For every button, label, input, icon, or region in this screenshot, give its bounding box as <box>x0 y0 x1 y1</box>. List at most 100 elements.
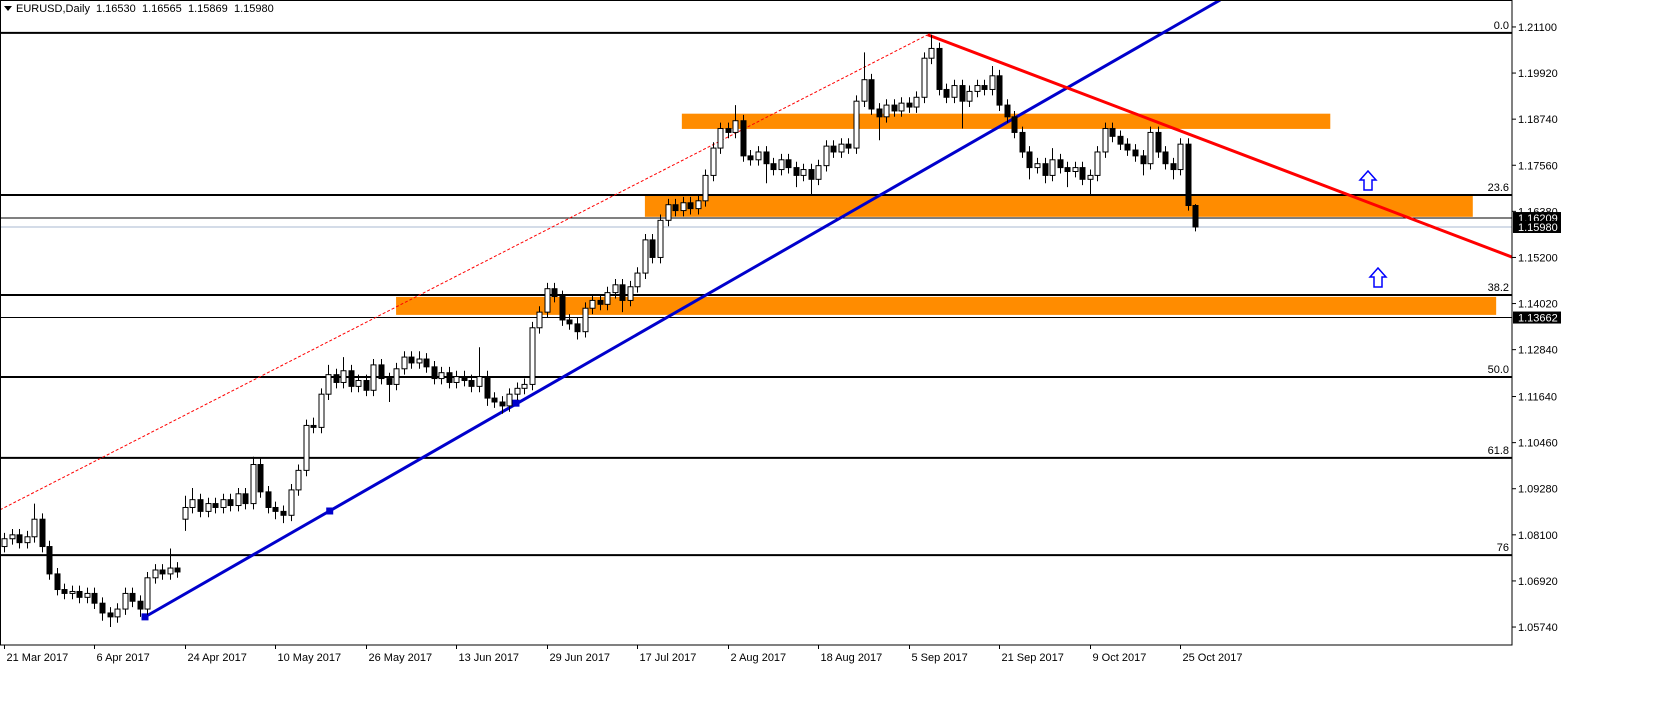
candle-body <box>159 569 166 575</box>
candle-body <box>1147 131 1154 165</box>
candle-body <box>84 592 91 598</box>
ohlc-open: 1.16530 <box>96 3 136 15</box>
candle-body <box>386 378 393 385</box>
fib-label: 23.6 <box>1488 182 1509 194</box>
candle-body <box>582 307 589 333</box>
candle-body <box>107 612 114 618</box>
candle-body <box>574 323 581 333</box>
x-tick-label: 25 Oct 2017 <box>1183 652 1243 664</box>
candle-body <box>1140 155 1147 165</box>
candle-body <box>491 397 498 403</box>
y-tick-label: 1.05740 <box>1518 622 1558 634</box>
candle-body <box>235 493 242 507</box>
candle-body <box>514 387 521 395</box>
candle-body <box>996 75 1003 106</box>
candle-body <box>333 374 340 383</box>
candle-body <box>370 364 377 391</box>
candle-body <box>695 200 702 210</box>
candle-body <box>702 174 709 202</box>
candle-body <box>1049 159 1056 176</box>
candle-body <box>1057 159 1064 169</box>
candle-body <box>778 159 785 171</box>
candle-body <box>137 600 144 610</box>
candle-body <box>544 288 551 313</box>
candle-body <box>589 299 596 309</box>
candle-body <box>1117 135 1124 145</box>
candle-body <box>453 376 460 383</box>
candle-body <box>167 567 174 575</box>
y-tick-label: 1.17560 <box>1518 160 1558 172</box>
candle-body <box>416 358 423 364</box>
y-tick-label: 1.08100 <box>1518 530 1558 542</box>
plot-frame <box>0 0 1513 646</box>
candle-body <box>1026 151 1033 169</box>
up-arrow <box>1358 169 1378 191</box>
x-tick-label: 6 Apr 2017 <box>97 652 150 664</box>
price-box <box>1513 311 1561 324</box>
candle-body <box>250 464 257 505</box>
x-tick-label: 9 Oct 2017 <box>1093 652 1147 664</box>
candle-body <box>770 163 777 171</box>
candle-body <box>506 393 513 407</box>
candle-body <box>521 383 528 389</box>
candle-body <box>604 292 611 305</box>
candle-body <box>348 370 355 387</box>
candle-body <box>815 165 822 180</box>
candle-body <box>401 356 408 370</box>
anchor-point <box>512 399 520 407</box>
fib-label: 38.2 <box>1488 282 1509 294</box>
candle-body <box>1042 163 1049 176</box>
candle-body <box>672 204 679 212</box>
candle-body <box>680 202 687 212</box>
candle-body <box>9 534 16 540</box>
x-tick-label: 24 Apr 2017 <box>188 652 247 664</box>
candle-body <box>808 169 815 180</box>
candle-body <box>1034 163 1041 169</box>
candle-body <box>272 506 279 512</box>
candle-body <box>446 372 453 383</box>
candle-body <box>529 327 536 385</box>
y-tick-label: 1.19920 <box>1518 68 1558 80</box>
candle-body <box>220 499 227 508</box>
candle-body <box>921 57 928 98</box>
candle-body <box>257 464 264 493</box>
candle-body <box>468 380 475 387</box>
candle-body <box>1124 143 1131 151</box>
candle-body <box>642 239 649 274</box>
candle-body <box>174 567 181 573</box>
ohlc-low: 1.15869 <box>188 3 228 15</box>
trend-line <box>0 34 928 511</box>
candle-body <box>1155 131 1162 153</box>
candle-body <box>99 602 106 614</box>
candle-body <box>499 401 506 407</box>
x-tick-label: 10 May 2017 <box>278 652 342 664</box>
y-tick-label: 1.09280 <box>1518 484 1558 496</box>
candle-body <box>1192 204 1199 228</box>
x-tick-label: 13 Jun 2017 <box>459 652 520 664</box>
candle-body <box>295 469 302 491</box>
candle-body <box>144 577 151 610</box>
x-tick-label: 17 Jul 2017 <box>640 652 697 664</box>
candle-body <box>853 100 860 149</box>
candle-body <box>536 311 543 329</box>
candle-body <box>24 536 31 544</box>
candle-body <box>959 85 966 102</box>
y-tick-label: 1.21100 <box>1518 22 1557 34</box>
candle-body <box>943 88 950 98</box>
candle-body <box>288 489 295 516</box>
candle-body <box>989 75 996 90</box>
candle-body <box>657 219 664 258</box>
candle-body <box>981 85 988 90</box>
candle-body <box>76 590 83 598</box>
candle-body <box>393 368 400 385</box>
candle-body <box>438 372 445 380</box>
candle-body <box>1064 167 1071 173</box>
candle-body <box>717 128 724 149</box>
candle-body <box>476 376 483 387</box>
candle-body <box>559 296 566 321</box>
candle-body <box>634 272 641 288</box>
candle-body <box>883 104 890 118</box>
candle-body <box>54 573 61 591</box>
candle-body <box>408 356 415 364</box>
